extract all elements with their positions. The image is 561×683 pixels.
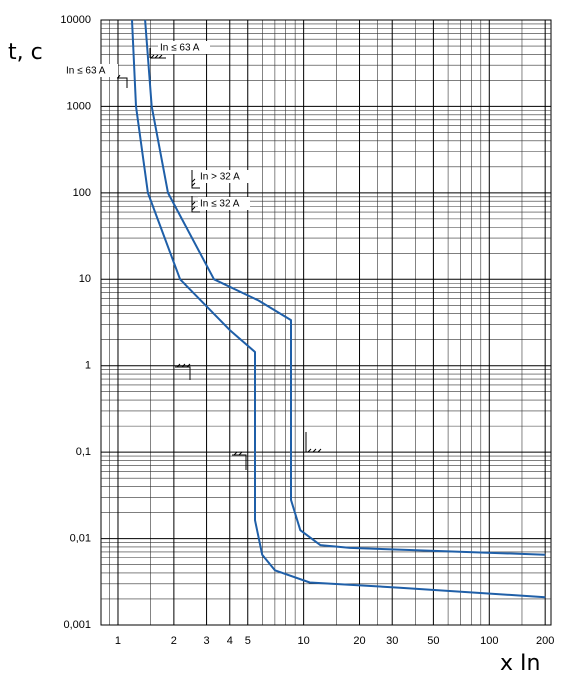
curve	[131, 19, 546, 599]
x-tick-label: 50	[427, 635, 439, 647]
x-tick-label: 20	[353, 635, 365, 647]
y-axis-label: t, c	[8, 40, 43, 65]
y-tick-label: 0,01	[70, 532, 91, 544]
hatch-marker	[149, 48, 166, 59]
x-tick-label: 200	[536, 635, 554, 647]
markers	[117, 48, 322, 470]
x-tick-label: 4	[227, 635, 233, 647]
annotation: In > 32 A	[200, 172, 240, 183]
hatch-marker	[117, 74, 128, 88]
annotation-box	[198, 197, 250, 210]
hatch-marker	[191, 196, 200, 213]
x-tick-label: 100	[480, 635, 498, 647]
x-tick-label: 5	[245, 635, 251, 647]
x-tick-label: 2	[171, 635, 177, 647]
x-tick-label: 1	[115, 635, 121, 647]
x-tick-label: 3	[204, 635, 210, 647]
annotation-box	[64, 64, 118, 77]
hatch-marker	[305, 432, 322, 453]
x-tick-label: 30	[386, 635, 398, 647]
grid	[100, 19, 552, 626]
curve	[144, 19, 546, 556]
y-tick-label: 0,001	[63, 619, 91, 631]
annotation-box	[198, 170, 250, 183]
curves	[131, 19, 546, 599]
hatch-marker	[175, 363, 191, 380]
y-tick-label: 10	[79, 273, 91, 285]
annotation: In ≤ 63 A	[66, 66, 106, 77]
x-axis-label: x In	[500, 651, 540, 676]
plot-frame	[100, 19, 552, 626]
y-tick-label: 0,1	[76, 446, 91, 458]
y-tick-label: 1000	[67, 100, 91, 112]
annotation-box	[158, 41, 210, 54]
hatch-marker	[191, 170, 200, 189]
annotation: In ≤ 63 A	[160, 43, 200, 54]
y-tick-label: 100	[73, 187, 91, 199]
hatch-marker	[232, 451, 247, 470]
x-tick-label: 10	[298, 635, 310, 647]
y-tick-label: 1	[85, 360, 91, 372]
y-tick-label: 10000	[60, 14, 91, 26]
annotation: In ≤ 32 A	[200, 199, 240, 210]
